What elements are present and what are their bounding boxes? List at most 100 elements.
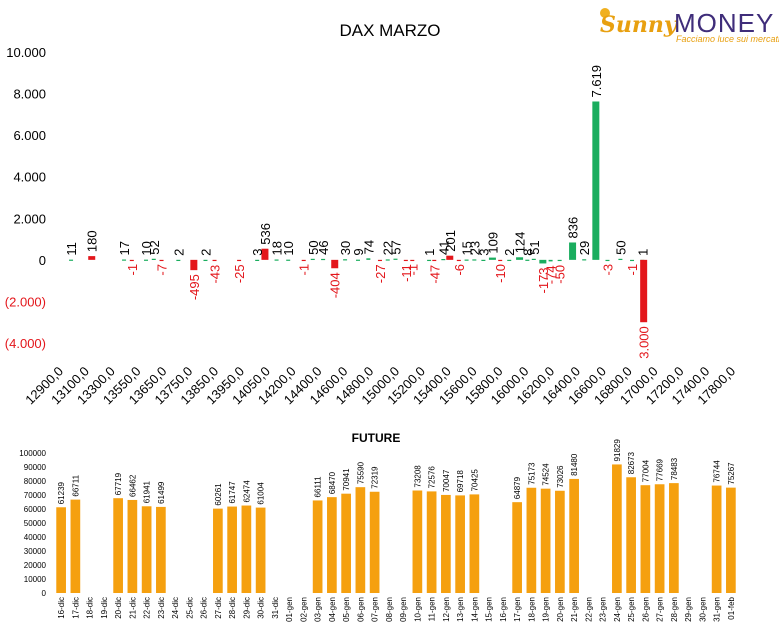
future-x-tick-label: 30-dic bbox=[257, 597, 266, 619]
bar bbox=[507, 259, 512, 262]
data-label: 3 bbox=[250, 249, 265, 256]
data-label: -1 bbox=[297, 264, 312, 276]
bar bbox=[203, 259, 208, 262]
data-label: 57 bbox=[388, 240, 403, 254]
bar bbox=[488, 257, 496, 260]
future-x-tick-label: 25-gen bbox=[627, 597, 636, 622]
logo-money-text: MONEY bbox=[674, 8, 775, 38]
future-data-label: 72319 bbox=[371, 466, 380, 489]
future-x-tick-label: 20-dic bbox=[114, 597, 123, 619]
bar bbox=[582, 259, 587, 261]
bar bbox=[446, 255, 454, 260]
future-x-tick-label: 24-dic bbox=[171, 597, 180, 619]
bar bbox=[525, 259, 530, 261]
future-x-tick-label: 07-gen bbox=[371, 597, 380, 622]
future-bar bbox=[213, 508, 223, 593]
data-label: -404 bbox=[328, 272, 343, 298]
data-label: 7.619 bbox=[589, 65, 604, 98]
data-label: -43 bbox=[208, 265, 223, 284]
future-x-tick-label: 22-gen bbox=[584, 597, 593, 622]
bar bbox=[159, 259, 164, 262]
future-data-label: 66111 bbox=[314, 476, 323, 498]
future-x-tick-label: 23-gen bbox=[599, 597, 608, 622]
future-x-tick-label: 29-gen bbox=[684, 597, 693, 622]
future-data-label: 67719 bbox=[114, 472, 123, 495]
bar bbox=[441, 259, 446, 261]
future-bar bbox=[555, 490, 565, 593]
data-label: 29 bbox=[577, 241, 592, 255]
bar bbox=[539, 259, 547, 264]
future-data-label: 82673 bbox=[627, 451, 636, 474]
future-data-label: 77669 bbox=[656, 458, 665, 481]
future-bar bbox=[327, 497, 337, 593]
future-bar bbox=[227, 506, 237, 593]
future-bar bbox=[640, 485, 651, 593]
bar bbox=[190, 259, 198, 271]
future-bar bbox=[141, 506, 152, 593]
future-x-tick-label: 23-dic bbox=[157, 597, 166, 619]
future-x-tick-label: 19-dic bbox=[100, 597, 109, 619]
bar bbox=[393, 258, 398, 260]
future-x-tick-label: 22-dic bbox=[143, 597, 152, 619]
future-data-label: 74524 bbox=[542, 463, 551, 486]
data-label: 52 bbox=[147, 240, 162, 254]
data-label: -47 bbox=[427, 265, 442, 284]
future-data-label: 73026 bbox=[556, 465, 565, 488]
future-data-label: 75590 bbox=[356, 461, 365, 484]
bar bbox=[605, 259, 610, 262]
bar bbox=[274, 259, 279, 261]
future-data-label: 76744 bbox=[713, 460, 722, 483]
data-label: 9 bbox=[351, 248, 366, 255]
data-label: 1 bbox=[422, 249, 437, 256]
bar bbox=[366, 258, 371, 260]
future-data-label: 61941 bbox=[143, 480, 152, 503]
future-x-tick-label: 10-gen bbox=[413, 597, 422, 622]
data-label: -74 bbox=[544, 265, 559, 284]
data-label: 11 bbox=[64, 242, 79, 256]
future-bar bbox=[512, 502, 522, 593]
bar bbox=[286, 259, 291, 261]
future-bar bbox=[526, 487, 537, 593]
future-bar bbox=[70, 499, 81, 593]
data-label: 18 bbox=[270, 241, 285, 255]
future-data-label: 72576 bbox=[428, 466, 437, 489]
data-label: -10 bbox=[493, 264, 508, 283]
future-x-tick-label: 31-dic bbox=[271, 597, 280, 619]
data-label: 74 bbox=[361, 240, 376, 254]
future-x-tick-label: 06-gen bbox=[356, 597, 365, 622]
data-label: 3 bbox=[476, 249, 491, 256]
data-label: 124 bbox=[513, 232, 528, 254]
future-x-tick-label: 25-dic bbox=[185, 597, 194, 619]
data-label: 10 bbox=[139, 241, 154, 255]
bar bbox=[321, 258, 326, 261]
bar bbox=[129, 259, 134, 262]
bar bbox=[385, 259, 390, 261]
y-tick-label: (4.000) bbox=[5, 336, 46, 351]
future-x-tick-label: 19-gen bbox=[542, 597, 551, 622]
future-x-tick-label: 28-dic bbox=[228, 597, 237, 619]
data-label: -1 bbox=[125, 264, 140, 276]
bar bbox=[516, 257, 524, 260]
future-x-tick-label: 18-gen bbox=[527, 597, 536, 622]
future-y-tick-label: 70000 bbox=[24, 491, 47, 500]
future-title: FUTURE bbox=[352, 431, 401, 445]
bar bbox=[481, 259, 486, 261]
y-tick-label: 2.000 bbox=[13, 211, 46, 226]
data-label: -3 bbox=[600, 264, 615, 276]
future-x-tick-label: 20-gen bbox=[556, 597, 565, 622]
future-x-tick-label: 27-dic bbox=[214, 597, 223, 619]
future-data-label: 61499 bbox=[157, 481, 166, 504]
data-label: 2 bbox=[171, 249, 186, 256]
future-x-tick-label: 15-gen bbox=[485, 597, 494, 622]
sun-icon bbox=[600, 8, 610, 18]
future-x-tick-label: 30-gen bbox=[698, 597, 707, 622]
future-x-tick-label: 29-dic bbox=[242, 597, 251, 619]
future-x-tick-label: 17-dic bbox=[71, 597, 80, 619]
future-y-tick-label: 0 bbox=[42, 589, 47, 598]
future-data-label: 73208 bbox=[413, 465, 422, 488]
future-bar bbox=[441, 494, 451, 593]
bar bbox=[151, 258, 156, 260]
y-tick-label: 8.000 bbox=[13, 87, 46, 102]
future-bar bbox=[426, 491, 437, 593]
